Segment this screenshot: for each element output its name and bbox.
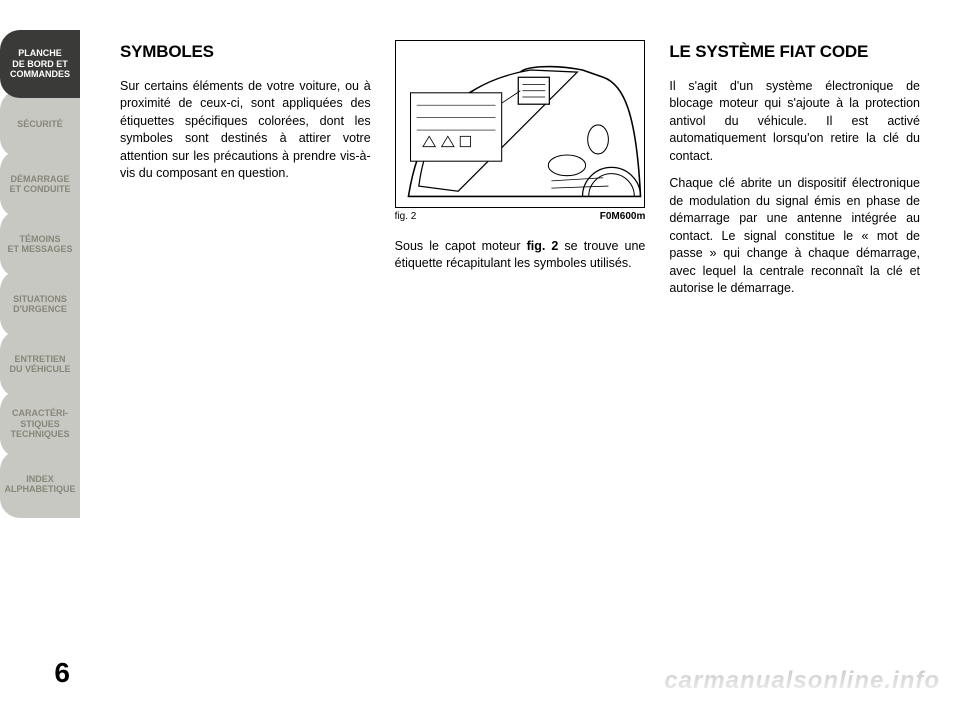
tab-index-alphabetique[interactable]: INDEX ALPHABETIQUE — [0, 450, 80, 518]
tab-securite[interactable]: SÉCURITÉ — [0, 90, 80, 158]
tab-label-line: CARACTÉRI- — [10, 408, 69, 418]
text-bold: fig. 2 — [527, 239, 559, 253]
page-content: SYMBOLES Sur certains éléments de votre … — [80, 0, 960, 709]
figure-caption-code: F0M600m — [600, 210, 646, 224]
tab-demarrage-conduite[interactable]: DÉMARRAGE ET CONDUITE — [0, 150, 80, 218]
column-symboles: SYMBOLES Sur certains éléments de votre … — [120, 40, 371, 193]
paragraph: Sur certains éléments de votre voiture, … — [120, 78, 371, 183]
figure-caption-row: fig. 2 F0M600m — [395, 210, 646, 224]
text-fragment: Sous le capot moteur — [395, 239, 527, 253]
tab-caracteristiques-techniques[interactable]: CARACTÉRI- STIQUES TECHNIQUES — [0, 390, 80, 458]
tab-label-line: DÉMARRAGE — [9, 174, 70, 184]
tab-label-line: DE BORD ET — [10, 59, 70, 69]
sidebar-tabs: PLANCHE DE BORD ET COMMANDES SÉCURITÉ DÉ… — [0, 30, 80, 647]
paragraph: Il s'agit d'un système électronique de b… — [669, 78, 920, 166]
tab-label-line: ALPHABETIQUE — [5, 484, 76, 494]
tab-label-line: TECHNIQUES — [10, 429, 69, 439]
tab-label-line: PLANCHE — [10, 48, 70, 58]
tab-label-line: ET CONDUITE — [9, 184, 70, 194]
heading-fiat-code: LE SYSTÈME FIAT CODE — [669, 40, 920, 64]
watermark-text: carmanualsonline.info — [664, 667, 940, 695]
tab-label-line: SÉCURITÉ — [17, 119, 63, 129]
sidebar-nav: PLANCHE DE BORD ET COMMANDES SÉCURITÉ DÉ… — [0, 0, 80, 709]
engine-hood-illustration — [396, 41, 645, 207]
column-fiat-code: LE SYSTÈME FIAT CODE Il s'agit d'un syst… — [669, 40, 920, 308]
paragraph: Sous le capot moteur fig. 2 se trouve un… — [395, 238, 646, 273]
column-figure: fig. 2 F0M600m Sous le capot moteur fig.… — [395, 40, 646, 283]
tab-label-line: COMMANDES — [10, 69, 70, 79]
tab-label-line: ENTRETIEN — [9, 354, 70, 364]
tab-label-line: STIQUES — [10, 419, 69, 429]
figure-engine-hood — [395, 40, 646, 208]
tab-label-line: D'URGENCE — [13, 304, 67, 314]
tab-label-line: TÉMOINS — [7, 234, 72, 244]
tab-label-line: SITUATIONS — [13, 294, 67, 304]
tab-label-line: INDEX — [5, 474, 76, 484]
paragraph: Chaque clé abrite un dispositif électron… — [669, 175, 920, 298]
tab-situations-urgence[interactable]: SITUATIONS D'URGENCE — [0, 270, 80, 338]
tab-label-line: DU VÉHICULE — [9, 364, 70, 374]
figure-caption-number: fig. 2 — [395, 210, 417, 224]
page-number: 6 — [0, 657, 80, 689]
tab-label-line: ET MESSAGES — [7, 244, 72, 254]
tab-entretien-vehicule[interactable]: ENTRETIEN DU VÉHICULE — [0, 330, 80, 398]
tab-temoins-messages[interactable]: TÉMOINS ET MESSAGES — [0, 210, 80, 278]
tab-planche-de-bord[interactable]: PLANCHE DE BORD ET COMMANDES — [0, 30, 80, 98]
heading-symboles: SYMBOLES — [120, 40, 371, 64]
